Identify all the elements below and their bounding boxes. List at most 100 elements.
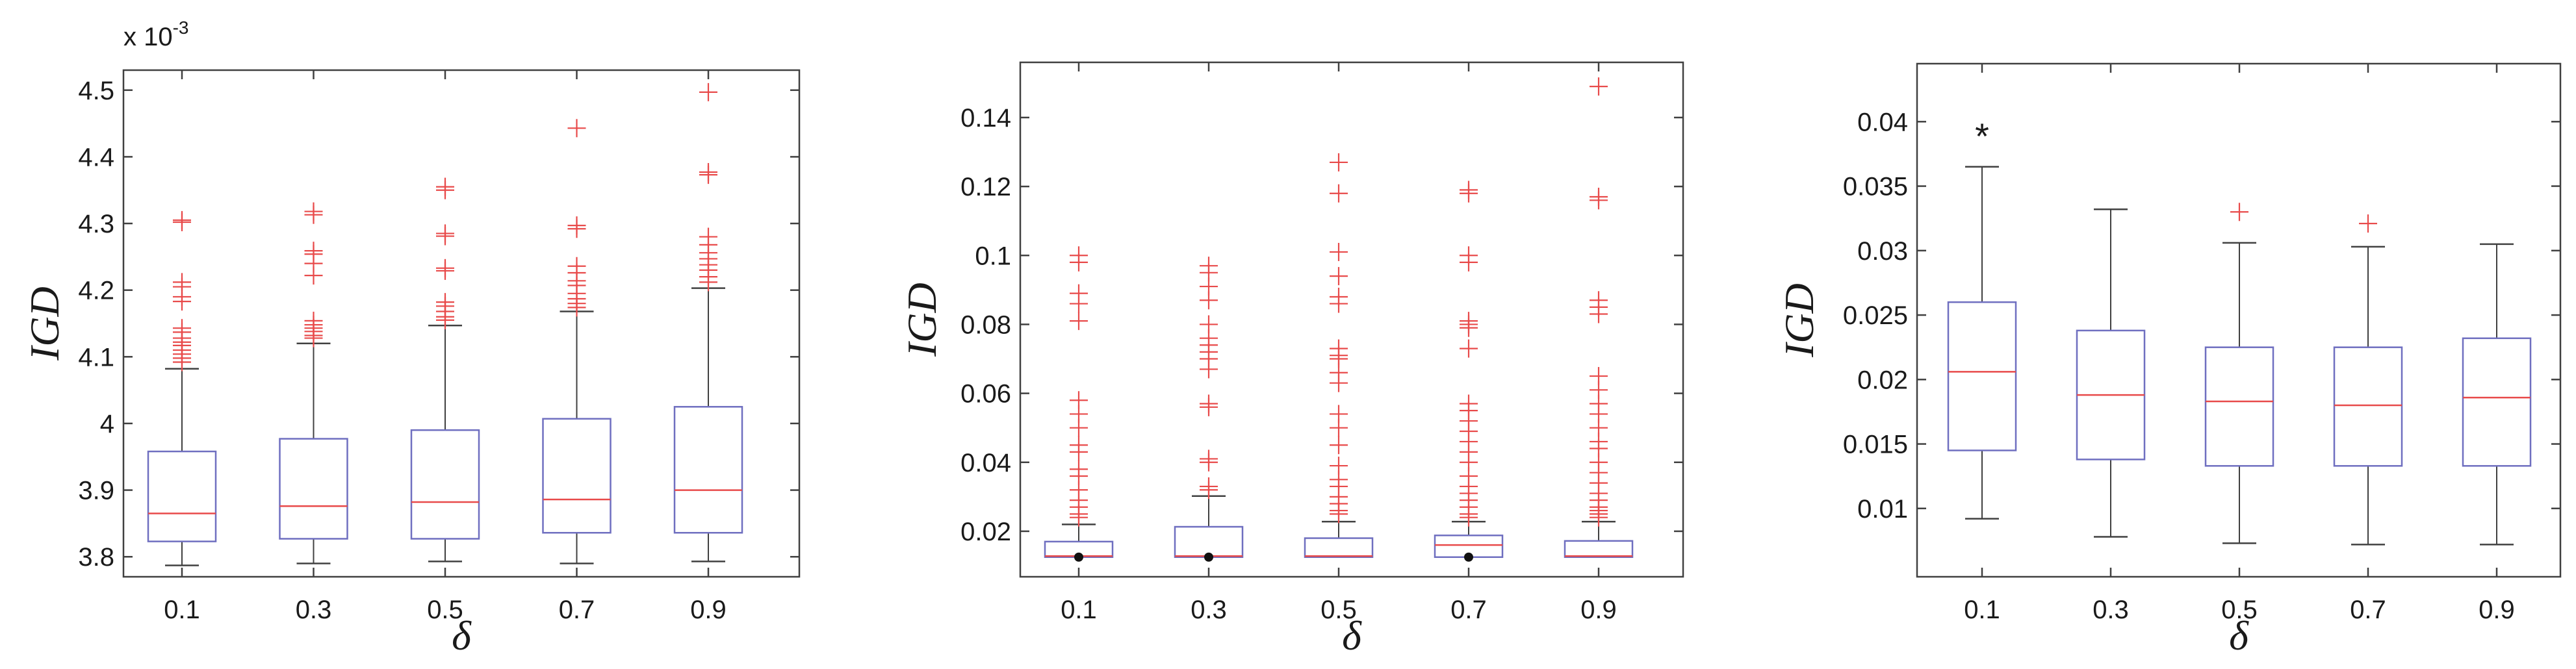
box-iqr <box>2204 346 2274 467</box>
y-tick-label: 0.02 <box>960 518 1011 546</box>
y-axis-label: IGD <box>21 286 68 361</box>
x-tick-label: 0.9 <box>690 596 727 624</box>
outlier-marker <box>1330 184 1348 203</box>
outlier-marker <box>699 166 717 184</box>
outlier-marker <box>2359 214 2377 233</box>
box-0.1 <box>147 210 217 566</box>
plot-frame <box>122 69 801 578</box>
outlier-marker <box>567 220 586 238</box>
x-axis-label: δ <box>452 612 472 659</box>
x-axis-label: δ <box>1342 612 1362 659</box>
box-iqr <box>2333 346 2403 467</box>
plot-frame <box>1019 61 1684 578</box>
outlier-marker <box>436 181 454 199</box>
x-tick-label: 0.9 <box>2479 596 2515 624</box>
y-tick-label: 0.12 <box>960 173 1011 201</box>
y-scale-base: x 10 <box>123 23 173 51</box>
box-0.5 <box>1304 153 1374 558</box>
y-tick-label: 4 <box>100 410 114 438</box>
boxplot-panel-3: IGD δ 0.01 0.015 0.02 0.025 0.03 0.035 0.04 0.… <box>1776 62 2562 659</box>
box-0.5 <box>410 177 480 562</box>
outlier-marker <box>2230 203 2248 221</box>
y-tick-label: 4.3 <box>78 210 114 238</box>
outlier-marker <box>1460 318 1478 337</box>
box-iqr <box>279 438 348 540</box>
outlier-marker <box>304 329 323 347</box>
outlier-marker <box>1590 305 1608 323</box>
outlier-marker <box>1070 442 1088 461</box>
outlier-marker <box>1330 242 1348 261</box>
box-iqr <box>542 418 612 534</box>
y-tick-label: 0.02 <box>1857 366 1908 394</box>
mean-dot <box>1464 552 1473 562</box>
y-axis-label: IGD <box>1776 283 1822 358</box>
boxes <box>147 82 743 566</box>
box-iqr <box>410 429 480 540</box>
outlier-marker <box>1330 505 1348 524</box>
y-tick-label: 0.06 <box>960 380 1011 409</box>
star-marker: * <box>1975 116 1989 157</box>
outlier-marker <box>173 213 191 231</box>
y-scale-exponent: -3 <box>173 18 189 38</box>
boxes: * <box>1947 116 2532 546</box>
outlier-marker <box>1070 294 1088 313</box>
outlier-marker <box>1460 339 1478 358</box>
boxes <box>1044 77 1634 562</box>
outlier-marker <box>1070 418 1088 437</box>
x-tick-label: 0.1 <box>1061 596 1097 624</box>
y-tick-label: 0.1 <box>975 242 1011 270</box>
x-ticks: 0.1 0.3 0.5 0.7 0.9 <box>1061 62 1617 624</box>
y-tick-label: 0.015 <box>1843 431 1908 459</box>
y-tick-label: 3.8 <box>78 543 114 572</box>
outlier-marker <box>1330 153 1348 171</box>
x-tick-label: 0.3 <box>1191 596 1227 624</box>
y-tick-label: 0.03 <box>1857 237 1908 266</box>
outlier-marker <box>1070 508 1088 527</box>
y-tick-label: 4.1 <box>78 343 114 372</box>
y-tick-label: 0.04 <box>1857 108 1908 136</box>
x-tick-label: 0.7 <box>2350 596 2386 624</box>
mean-dot <box>1204 552 1213 562</box>
y-axis-label: IGD <box>899 283 945 357</box>
outlier-marker <box>567 298 586 317</box>
y-ticks: 3.8 3.9 4 4.1 4.2 4.3 4.4 4.5 <box>78 77 799 572</box>
y-tick-label: 0.08 <box>960 310 1011 339</box>
x-tick-label: 0.5 <box>2221 596 2258 624</box>
y-tick-label: 4.2 <box>78 277 114 305</box>
outlier-marker <box>436 227 454 246</box>
box-0.9 <box>673 82 743 562</box>
x-axis-label: δ <box>2229 612 2249 659</box>
box-0.1: * <box>1947 116 2017 520</box>
x-tick-label: 0.7 <box>559 596 595 624</box>
x-tick-label: 0.7 <box>1450 596 1487 624</box>
box-0.5 <box>2204 203 2274 544</box>
outlier-marker <box>173 292 191 311</box>
outlier-marker <box>699 82 717 101</box>
outlier-marker <box>1460 253 1478 271</box>
box-iqr <box>1564 540 1634 558</box>
x-tick-label: 0.1 <box>1964 596 2000 624</box>
boxplot-panel-2: IGD δ 0.02 0.04 0.06 0.08 0.1 0.12 0.14 0.1 0.3… <box>899 61 1684 659</box>
box-0.1 <box>1044 246 1114 562</box>
box-0.9 <box>1564 77 1634 558</box>
outlier-marker <box>436 261 454 280</box>
outlier-marker <box>1070 312 1088 331</box>
x-tick-label: 0.3 <box>296 596 332 624</box>
y-tick-label: 4.4 <box>78 143 114 171</box>
y-tick-label: 3.9 <box>78 477 114 505</box>
y-tick-label: 0.04 <box>960 449 1011 477</box>
outlier-marker <box>1460 184 1478 203</box>
y-tick-label: 4.5 <box>78 77 114 105</box>
outlier-marker <box>173 353 191 372</box>
y-tick-label: 0.01 <box>1857 495 1908 524</box>
outlier-marker <box>304 266 323 285</box>
outlier-marker <box>1200 291 1218 310</box>
box-iqr <box>673 406 743 534</box>
x-tick-label: 0.9 <box>1580 596 1617 624</box>
outlier-marker <box>1330 267 1348 286</box>
y-ticks: 0.02 0.04 0.06 0.08 0.1 0.12 0.14 <box>960 104 1683 546</box>
box-0.3 <box>1174 257 1244 562</box>
outlier-marker <box>1460 508 1478 527</box>
box-iqr <box>1947 301 2017 451</box>
x-tick-label: 0.5 <box>427 596 463 624</box>
